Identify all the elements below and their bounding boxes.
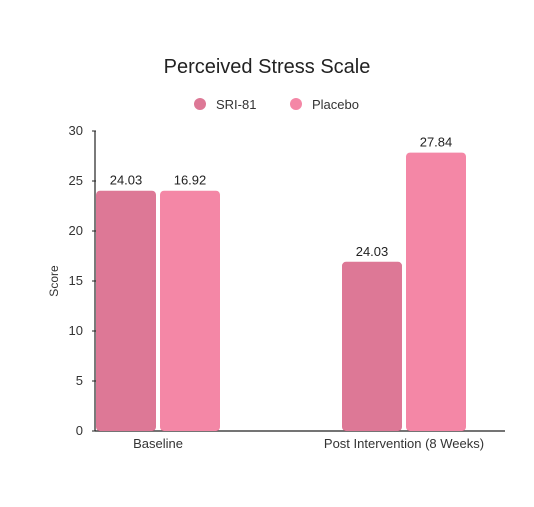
y-tick-label: 10 [69,323,83,338]
legend-swatch-placebo-icon [290,98,302,110]
y-axis: 0 5 10 15 20 25 30 [69,123,96,438]
legend-label-placebo: Placebo [312,97,359,112]
data-label-sri-81: 24.03 [110,173,143,188]
bar-sri-81-post-intervention-8-weeks- [342,261,402,431]
chart-legend: SRI-81 Placebo [194,97,359,112]
bar-placebo-post-intervention-8-weeks- [406,152,466,431]
legend-label-sri-81: SRI-81 [216,97,256,112]
x-category-label: Baseline [133,436,183,451]
y-tick-label: 20 [69,223,83,238]
y-tick-label: 0 [76,423,83,438]
x-category-label: Post Intervention (8 Weeks) [324,436,484,451]
bar-sri-81-baseline [96,190,156,431]
data-label-placebo: 27.84 [420,135,453,150]
data-labels: 24.03 16.92 24.03 27.84 [110,135,453,259]
bar-placebo-baseline [160,190,220,431]
chart-title: Perceived Stress Scale [164,56,371,78]
y-tick-label: 15 [69,273,83,288]
data-label-placebo: 16.92 [174,173,207,188]
x-axis: Baseline Post Intervention (8 Weeks) [95,430,505,451]
chart-bars [96,152,466,431]
y-axis-label: Score [47,265,61,297]
y-tick-label: 5 [76,373,83,388]
y-tick-label: 30 [69,123,83,138]
data-label-sri-81: 24.03 [356,244,389,259]
legend-swatch-sri-81-icon [194,98,206,110]
y-tick-label: 25 [69,173,83,188]
